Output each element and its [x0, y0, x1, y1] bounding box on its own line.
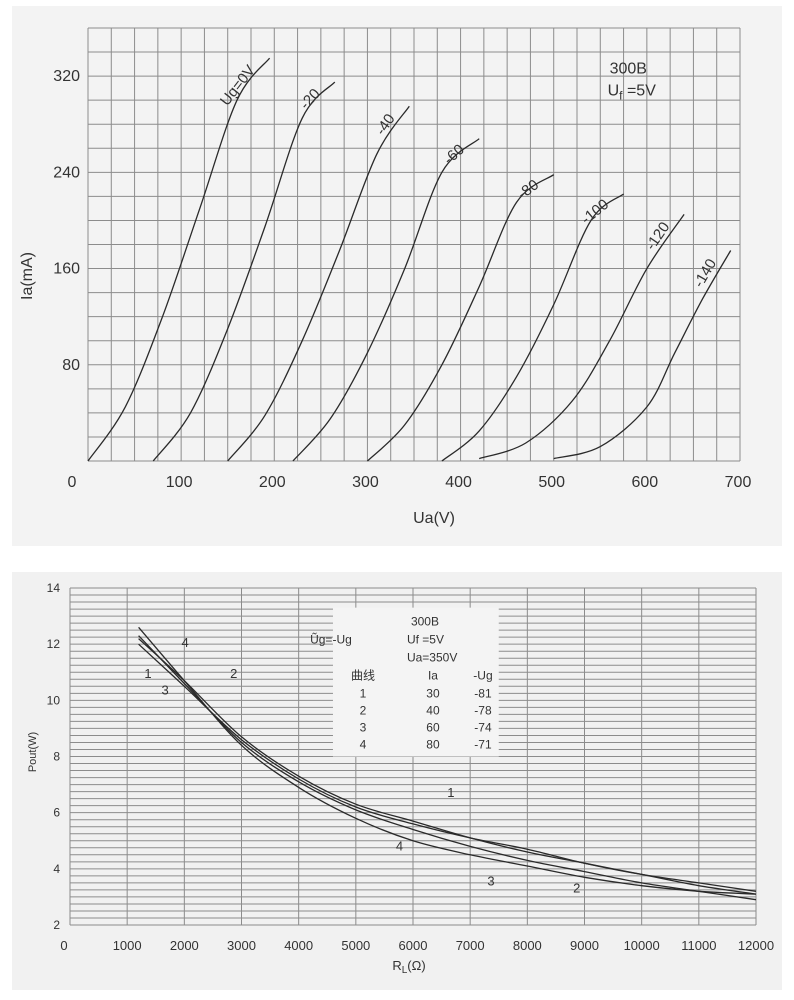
- x-tick-label: 2000: [170, 938, 199, 953]
- y-tick-label: 320: [53, 68, 80, 85]
- curve-label: -100: [578, 196, 612, 228]
- curve-number-label: 1: [447, 785, 454, 800]
- x-tick-label: 11000: [681, 938, 716, 953]
- y-axis-label: Pout(W): [27, 732, 39, 772]
- legend-header: 曲线: [351, 669, 375, 683]
- x-tick-label: 500: [538, 474, 565, 491]
- y-tick-label: 12: [47, 637, 61, 651]
- legend-cell: -71: [474, 738, 492, 752]
- ia-ua-characteristic-chart: 0 100 200 300 400 500 600 700 80 160 240 320 Ua(V) Ia…: [19, 27, 752, 527]
- legend-cell: 40: [426, 704, 440, 718]
- legend-ua: Ua=350V: [407, 651, 457, 665]
- legend-header: Ia: [428, 669, 438, 683]
- legend-cell: 3: [360, 721, 367, 735]
- x-tick-label: 0: [68, 474, 77, 491]
- y-tick-label: 6: [53, 806, 60, 820]
- legend-uf: Uf =5V: [407, 633, 444, 647]
- x-tick-label: 3000: [227, 938, 256, 953]
- curve-ug-2: [227, 105, 410, 462]
- curve-label: Ug=0V: [217, 62, 259, 109]
- x-tick-label: 100: [166, 474, 193, 491]
- tube-label: 300B: [610, 61, 647, 78]
- x-axis-label: RL(Ω): [392, 958, 425, 976]
- y-tick-label: 10: [47, 693, 61, 707]
- curve-label: -140: [690, 256, 720, 291]
- x-tick-label: 400: [445, 474, 472, 491]
- legend-cell: -74: [474, 721, 492, 735]
- curve-2: [138, 638, 757, 895]
- x-tick-label: 8000: [513, 938, 542, 953]
- x-tick-label: 4000: [284, 938, 313, 953]
- x-tick-label: 1000: [113, 938, 142, 953]
- curve-ug-4: [366, 174, 555, 462]
- grid: [87, 27, 741, 462]
- x-tick-label: 12000: [738, 938, 774, 953]
- legend-cell: 1: [360, 687, 367, 701]
- y-tick-label: 8: [53, 750, 60, 764]
- curve-3: [138, 635, 757, 901]
- filament-voltage-label: Uf =5V: [608, 83, 657, 103]
- top-chart-panel: 0 100 200 300 400 500 600 700 80 160 240 320 Ua(V) Ia…: [12, 6, 782, 546]
- x-tick-label: 200: [259, 474, 286, 491]
- legend-cell: -78: [474, 704, 492, 718]
- curve-number-label: 3: [487, 874, 494, 889]
- curve-label: -40: [372, 111, 398, 138]
- legend-cell: 30: [426, 687, 440, 701]
- y-axis-label: Ia(mA): [19, 252, 36, 300]
- legend-title: 300B: [411, 615, 439, 629]
- curve-number-label: 3: [161, 683, 168, 698]
- y-tick-label: 14: [47, 581, 61, 595]
- legend-cell: -81: [474, 687, 492, 701]
- y-tick-label: 80: [62, 357, 80, 374]
- curve-label: -20: [297, 85, 324, 112]
- x-tick-label: 6000: [399, 938, 428, 953]
- y-tick-label: 160: [53, 261, 80, 278]
- legend-cell: 2: [360, 704, 367, 718]
- x-tick-label: 600: [632, 474, 659, 491]
- y-tick-label: 4: [53, 862, 60, 876]
- legend-cell: 60: [426, 721, 440, 735]
- curve-ug-7: [553, 250, 732, 460]
- legend-cell: 80: [426, 738, 440, 752]
- curve-number-label: 1: [144, 666, 151, 681]
- curve-number-label: 4: [181, 635, 188, 650]
- curve-ug-1: [152, 81, 336, 462]
- x-tick-label: 7000: [456, 938, 485, 953]
- x-tick-label: 300: [352, 474, 379, 491]
- bottom-chart-panel: 300B Ũg=-Ug Uf =5V Ua=350V 曲线 Ia -Ug 1 30 -81 2 40-…: [12, 572, 782, 990]
- curve-ug-3: [292, 138, 480, 462]
- curve-ug-6: [478, 214, 685, 460]
- curve-ug-0: [87, 57, 271, 462]
- x-tick-label: 9000: [570, 938, 599, 953]
- x-tick-label: 700: [725, 474, 752, 491]
- legend-header: -Ug: [473, 669, 492, 683]
- legend-ug: Ũg=-Ug: [310, 632, 352, 647]
- x-tick-label: 0: [60, 938, 67, 953]
- curve-number-label: 2: [230, 666, 237, 681]
- curve-label: -60: [440, 141, 467, 168]
- curve-number-label: 2: [573, 881, 580, 896]
- y-tick-label: 2: [53, 918, 60, 932]
- y-tick-label: 240: [53, 164, 80, 181]
- curve-number-label: 4: [396, 839, 403, 854]
- legend-box: [332, 607, 499, 757]
- curve-4: [138, 626, 757, 895]
- x-tick-label: 10000: [624, 938, 660, 953]
- x-axis-label: Ua(V): [413, 510, 455, 527]
- x-tick-label: 5000: [341, 938, 370, 953]
- curve-ug-5: [441, 193, 625, 462]
- legend-cell: 4: [360, 738, 367, 752]
